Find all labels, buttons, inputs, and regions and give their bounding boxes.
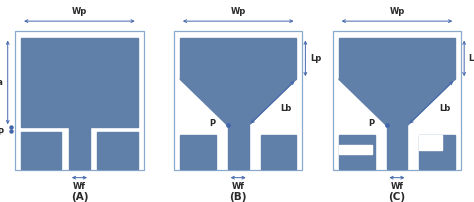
Bar bbox=[339, 145, 372, 154]
Polygon shape bbox=[180, 79, 296, 125]
Bar bbox=[333, 31, 461, 170]
Bar bbox=[419, 135, 442, 150]
Bar bbox=[261, 135, 296, 168]
Polygon shape bbox=[339, 79, 455, 125]
Text: Lp: Lp bbox=[310, 54, 321, 63]
Text: Wp: Wp bbox=[230, 7, 246, 16]
Bar bbox=[15, 31, 144, 170]
Bar bbox=[97, 132, 137, 168]
Text: Wp: Wp bbox=[72, 7, 87, 16]
Text: Lb: Lb bbox=[280, 104, 291, 113]
Text: P: P bbox=[368, 119, 374, 128]
Bar bbox=[180, 135, 216, 168]
Bar bbox=[180, 38, 296, 79]
Text: Wp: Wp bbox=[389, 7, 405, 16]
Bar bbox=[339, 135, 374, 168]
Bar bbox=[419, 135, 455, 168]
Bar bbox=[339, 38, 455, 79]
Text: (A): (A) bbox=[71, 192, 88, 202]
Bar bbox=[21, 132, 62, 168]
Text: Lb: Lb bbox=[439, 104, 450, 113]
Text: Wf: Wf bbox=[73, 182, 86, 191]
Text: (C): (C) bbox=[388, 192, 406, 202]
Text: Lp: Lp bbox=[469, 54, 474, 63]
Bar bbox=[228, 125, 249, 168]
Bar bbox=[386, 125, 408, 168]
Bar bbox=[174, 31, 302, 170]
Text: (B): (B) bbox=[229, 192, 247, 202]
Text: P: P bbox=[210, 119, 216, 128]
Text: P: P bbox=[0, 128, 3, 137]
Bar bbox=[21, 38, 137, 127]
Text: Wf: Wf bbox=[391, 182, 403, 191]
Text: La: La bbox=[0, 78, 3, 87]
Bar bbox=[69, 127, 90, 168]
Text: Wf: Wf bbox=[232, 182, 245, 191]
